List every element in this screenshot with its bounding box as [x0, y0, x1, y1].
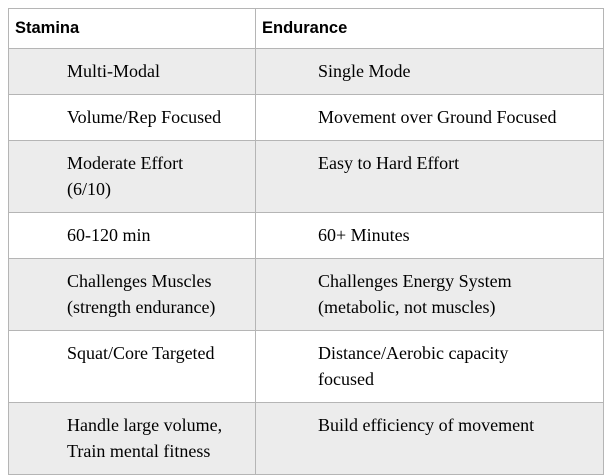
table-row: Volume/Rep Focused Movement over Ground … — [8, 94, 604, 141]
cell-stamina: Squat/Core Targeted — [8, 330, 256, 403]
table-row: Moderate Effort (6/10) Easy to Hard Effo… — [8, 140, 604, 213]
column-header-stamina: Stamina — [8, 8, 256, 49]
comparison-table: Stamina Endurance Multi-Modal Single Mod… — [8, 8, 604, 475]
header-row: Stamina Endurance — [8, 8, 604, 49]
cell-stamina: Multi-Modal — [8, 48, 256, 95]
cell-stamina: Volume/Rep Focused — [8, 94, 256, 141]
table-row: Handle large volume, Train mental fitnes… — [8, 402, 604, 475]
cell-endurance: Single Mode — [255, 48, 604, 95]
cell-endurance: Challenges Energy System (metabolic, not… — [255, 258, 604, 331]
cell-endurance: Movement over Ground Focused — [255, 94, 604, 141]
cell-endurance: Build efficiency of movement — [255, 402, 604, 475]
table-row: Multi-Modal Single Mode — [8, 48, 604, 95]
cell-endurance: 60+ Minutes — [255, 212, 604, 259]
cell-stamina: Moderate Effort (6/10) — [8, 140, 256, 213]
column-header-endurance: Endurance — [255, 8, 604, 49]
table-row: 60-120 min 60+ Minutes — [8, 212, 604, 259]
table-row: Challenges Muscles (strength endurance) … — [8, 258, 604, 331]
cell-stamina: 60-120 min — [8, 212, 256, 259]
cell-stamina: Challenges Muscles (strength endurance) — [8, 258, 256, 331]
cell-endurance: Distance/Aerobic capacity focused — [255, 330, 604, 403]
cell-endurance: Easy to Hard Effort — [255, 140, 604, 213]
table-row: Squat/Core Targeted Distance/Aerobic cap… — [8, 330, 604, 403]
cell-stamina: Handle large volume, Train mental fitnes… — [8, 402, 256, 475]
